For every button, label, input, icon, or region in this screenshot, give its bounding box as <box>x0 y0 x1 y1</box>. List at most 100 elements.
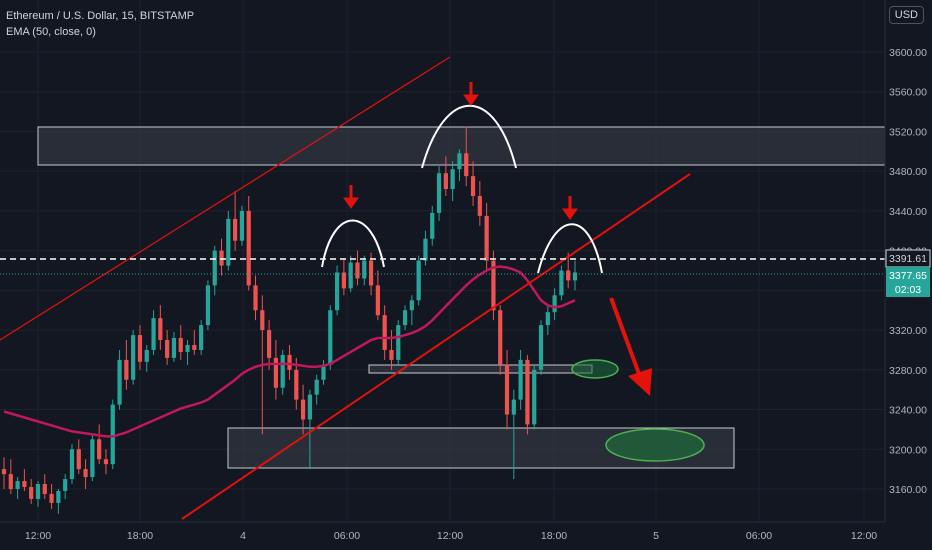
chart-legend: Ethereum / U.S. Dollar, 15, BITSTAMP EMA… <box>6 8 194 40</box>
candle-body <box>525 359 530 425</box>
candle-body <box>212 250 217 286</box>
candle-body <box>450 169 455 190</box>
ema-line <box>3 265 576 438</box>
candle-body <box>484 215 489 261</box>
candle-body <box>22 481 27 488</box>
candle-body <box>328 310 333 365</box>
candle-body <box>29 487 34 499</box>
down-arrow-icon <box>343 185 359 209</box>
currency-button[interactable]: USD <box>888 6 924 24</box>
dashed-level-label: 3391.61 <box>889 253 927 265</box>
candle-body <box>144 349 149 362</box>
trend-line[interactable] <box>181 173 691 520</box>
candle-body <box>178 338 183 352</box>
candle-body <box>443 173 448 190</box>
price-tick-label: 3480.00 <box>889 166 927 178</box>
countdown-label: 02:03 <box>895 284 921 296</box>
candle-body <box>334 272 340 311</box>
candle-body <box>375 285 380 316</box>
candle-body <box>199 325 204 350</box>
candle-body <box>504 364 510 415</box>
candle-body <box>538 325 544 370</box>
time-axis[interactable] <box>0 521 932 550</box>
candle-body <box>110 404 115 465</box>
time-tick-label: 18:00 <box>541 530 567 542</box>
projection-arrow-icon <box>609 297 652 396</box>
price-tick-label: 3160.00 <box>889 484 927 496</box>
candle-body <box>49 493 54 503</box>
time-tick-label: 4 <box>240 530 246 542</box>
candle-body <box>300 399 306 420</box>
candle-body <box>362 260 367 279</box>
dashed-level-badge: 3391.61 <box>885 249 931 268</box>
candle-body <box>559 270 564 296</box>
channel-upper-line[interactable] <box>0 56 451 341</box>
time-tick-label: 06:00 <box>746 530 772 542</box>
candle-body <box>137 335 143 362</box>
candle-body <box>280 354 285 388</box>
candle-body <box>103 459 109 465</box>
down-arrow-icon <box>562 196 578 220</box>
symbol-title[interactable]: Ethereum / U.S. Dollar, 15, BITSTAMP <box>6 10 195 22</box>
candle-body <box>260 310 265 331</box>
right-shoulder-arc[interactable] <box>537 223 603 274</box>
candles <box>1 126 578 514</box>
candle-body <box>321 364 326 380</box>
time-tick-label: 18:00 <box>127 530 153 542</box>
candle-body <box>131 335 136 380</box>
candle-body <box>246 210 251 286</box>
candle-body <box>436 173 442 213</box>
time-tick-label: 12:00 <box>437 530 463 542</box>
candle-body <box>185 344 190 352</box>
drawings-back <box>37 126 886 469</box>
candle-body <box>423 238 428 261</box>
candle-body <box>8 474 13 489</box>
candle-body <box>532 369 537 425</box>
candle-body <box>511 399 516 415</box>
candle-body <box>117 359 122 405</box>
candle-body <box>226 218 231 266</box>
candle-body <box>566 270 571 281</box>
price-tick-label: 3280.00 <box>889 365 927 377</box>
candle-body <box>171 338 177 358</box>
candle-body <box>572 272 578 281</box>
candle-body <box>355 262 360 279</box>
time-tick-label: 12:00 <box>25 530 51 542</box>
candle-body <box>273 357 279 388</box>
time-tick-label: 12:00 <box>851 530 877 542</box>
candle-body <box>56 490 61 503</box>
candle-body <box>266 330 272 358</box>
candle-body <box>518 359 523 400</box>
candle-body <box>233 218 238 241</box>
candle-body <box>416 260 421 301</box>
candle-body <box>294 369 299 400</box>
time-tick-labels: 12:00 18:00 4 06:00 12:00 18:00 5 06:00 12:00 <box>25 530 877 542</box>
candle-body <box>253 285 258 311</box>
candle-body <box>1 469 7 475</box>
candle-body <box>464 153 469 177</box>
candle-body <box>151 318 156 350</box>
candle-body <box>97 439 102 460</box>
candle-body <box>192 344 197 350</box>
ema-indicator-label[interactable]: EMA (50, close, 0) <box>6 26 96 38</box>
price-tick-label: 3560.00 <box>889 87 927 99</box>
price-tick-label: 3320.00 <box>889 325 927 337</box>
candle-body <box>90 439 95 478</box>
candle-body <box>368 260 374 286</box>
candle-body <box>63 479 68 491</box>
candle-body <box>307 394 313 420</box>
grid <box>0 0 885 522</box>
candle-body <box>69 449 75 480</box>
left-shoulder-arc[interactable] <box>321 219 385 268</box>
head-arc[interactable] <box>421 105 517 169</box>
candle-body <box>477 196 482 216</box>
candle-body <box>491 260 496 311</box>
candle-body <box>287 354 292 370</box>
candle-body <box>42 484 47 494</box>
price-tick-label: 3600.00 <box>889 47 927 59</box>
candle-body <box>219 250 224 266</box>
price-tick-label: 3520.00 <box>889 126 927 138</box>
target-ellipse-small[interactable] <box>571 359 619 379</box>
target-ellipse-large[interactable] <box>605 428 705 462</box>
